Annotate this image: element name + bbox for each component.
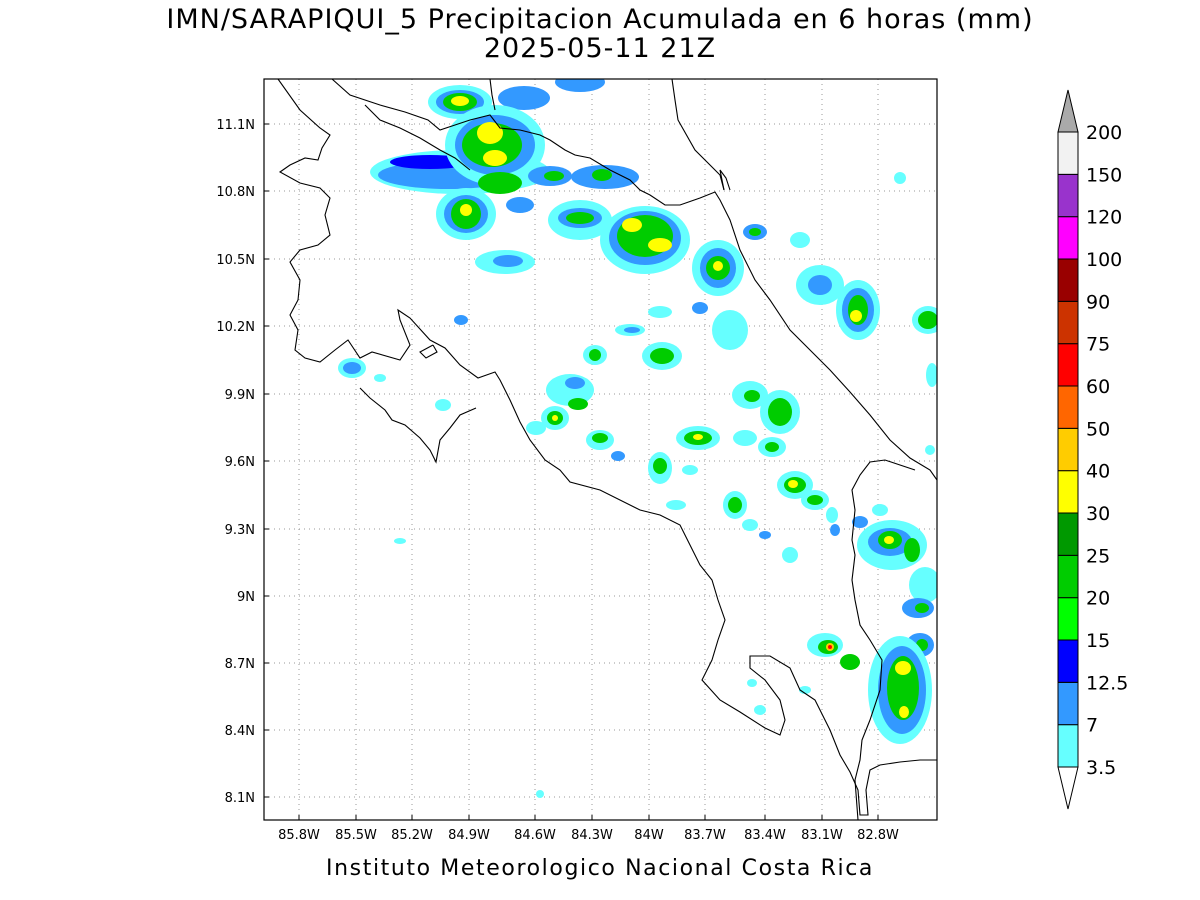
coastline-borders [277,79,937,820]
colorbar: 3.5 7 12.5 15 20 25 30 40 50 60 75 90 100 120 150 200 [1057,89,1128,810]
lat-tick-label: 8.4N [225,724,255,739]
colorbar-level-label: 12.5 [1086,672,1128,694]
colorbar-level-label: 20 [1086,588,1110,610]
colorbar-segment [1057,597,1079,641]
colorbar-segment [1057,300,1079,345]
colorbar-level-label: 15 [1086,630,1110,652]
lon-tick-label: 83.1W [801,828,843,843]
lat-tick-label: 8.7N [225,657,255,672]
lon-tick-label: 84.3W [571,828,613,843]
lon-tick-label: 85.2W [391,828,433,843]
colorbar-segment [1057,131,1079,175]
colorbar-underflow-triangle [1057,766,1079,810]
lon-tick-label: 84W [634,828,664,843]
lat-tick-label: 9.3N [225,523,255,538]
map-title: IMN/SARAPIQUI_5 Precipitacion Acumulada … [166,4,1034,35]
colorbar-segment [1057,639,1079,683]
colorbar-segment [1057,470,1079,514]
precipitation-field [338,79,937,798]
colorbar-segment [1057,216,1079,260]
colorbar-level-label: 25 [1086,545,1110,567]
colorbar-level-label: 50 [1086,418,1110,440]
latitude-labels: 8.1N 8.4N 8.7N 9N 9.3N 9.6N 9.9N 10.2N 1… [216,118,255,806]
lat-tick-label: 11.1N [216,118,255,133]
lon-tick-label: 85.5W [335,828,377,843]
colorbar-segment [1057,173,1079,218]
colorbar-segment [1057,258,1079,302]
colorbar-level-label: 200 [1086,122,1122,144]
lon-tick-label: 82.8W [857,828,899,843]
colorbar-segment [1057,512,1079,556]
colorbar-segment [1057,343,1079,387]
colorbar-level-label: 3.5 [1086,757,1116,779]
colorbar-segment [1057,681,1079,726]
colorbar-level-label: 60 [1086,376,1110,398]
colorbar-overflow-triangle [1057,89,1079,133]
colorbar-level-label: 7 [1086,715,1098,737]
lon-tick-label: 84.6W [514,828,556,843]
lat-tick-label: 9.9N [225,388,255,403]
lat-tick-label: 10.5N [216,253,255,268]
lon-tick-label: 83.7W [684,828,726,843]
lon-tick-label: 85.8W [278,828,320,843]
lat-tick-label: 8.1N [225,791,255,806]
footer-credit: Instituto Meteorologico Nacional Costa R… [326,856,874,881]
lon-tick-label: 84.9W [448,828,490,843]
colorbar-segment [1057,427,1079,472]
tick-marks [264,123,879,820]
map-frame [263,78,938,821]
map-date: 2025-05-11 21Z [483,33,717,64]
lat-tick-label: 10.2N [216,320,255,335]
colorbar-level-label: 90 [1086,291,1110,313]
colorbar-level-label: 150 [1086,164,1122,186]
lon-tick-label: 83.4W [744,828,786,843]
colorbar-segment [1057,724,1079,768]
colorbar-segment [1057,554,1079,599]
lat-tick-label: 9.6N [225,455,255,470]
lat-tick-label: 9N [237,590,255,605]
colorbar-segment [1057,385,1079,429]
colorbar-level-label: 30 [1086,503,1110,525]
colorbar-level-label: 100 [1086,249,1122,271]
colorbar-level-label: 75 [1086,334,1110,356]
longitude-labels: 85.8W 85.5W 85.2W 84.9W 84.6W 84.3W 84W … [278,828,899,843]
colorbar-level-label: 120 [1086,207,1122,229]
colorbar-level-label: 40 [1086,461,1110,483]
lat-tick-label: 10.8N [216,185,255,200]
